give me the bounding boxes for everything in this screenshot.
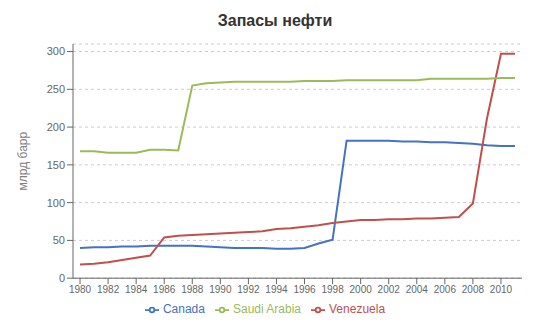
html-text:Saudi Arabia: Saudi Arabia xyxy=(233,302,301,317)
svg-text:2004: 2004 xyxy=(406,284,429,295)
svg-text:1986: 1986 xyxy=(153,284,176,295)
svg-text:1998: 1998 xyxy=(321,284,344,295)
svg-text:50: 50 xyxy=(53,234,65,246)
svg-text:2000: 2000 xyxy=(350,284,373,295)
svg-text:1984: 1984 xyxy=(125,284,148,295)
svg-text:0: 0 xyxy=(59,272,65,284)
svg-text:1982: 1982 xyxy=(97,284,120,295)
svg-text:2006: 2006 xyxy=(434,284,457,295)
svg-text:200: 200 xyxy=(47,121,65,133)
svg-text:2008: 2008 xyxy=(462,284,485,295)
html-text:Запасы нефти: Запасы нефти xyxy=(217,12,333,29)
svg-text:1996: 1996 xyxy=(293,284,316,295)
svg-text:1980: 1980 xyxy=(69,284,92,295)
html-text:Canada: Canada xyxy=(162,302,205,317)
svg-text:1994: 1994 xyxy=(265,284,288,295)
svg-text:300: 300 xyxy=(47,45,65,57)
svg-text:250: 250 xyxy=(47,83,65,95)
svg-text:млрд барр: млрд барр xyxy=(16,131,30,190)
svg-text:100: 100 xyxy=(47,197,65,209)
html-text:Venezuela: Venezuela xyxy=(329,302,386,317)
svg-text:2002: 2002 xyxy=(378,284,401,295)
svg-text:1990: 1990 xyxy=(209,284,232,295)
svg-text:1992: 1992 xyxy=(237,284,260,295)
svg-text:1988: 1988 xyxy=(181,284,204,295)
svg-text:150: 150 xyxy=(47,159,65,171)
svg-text:2010: 2010 xyxy=(490,284,513,295)
